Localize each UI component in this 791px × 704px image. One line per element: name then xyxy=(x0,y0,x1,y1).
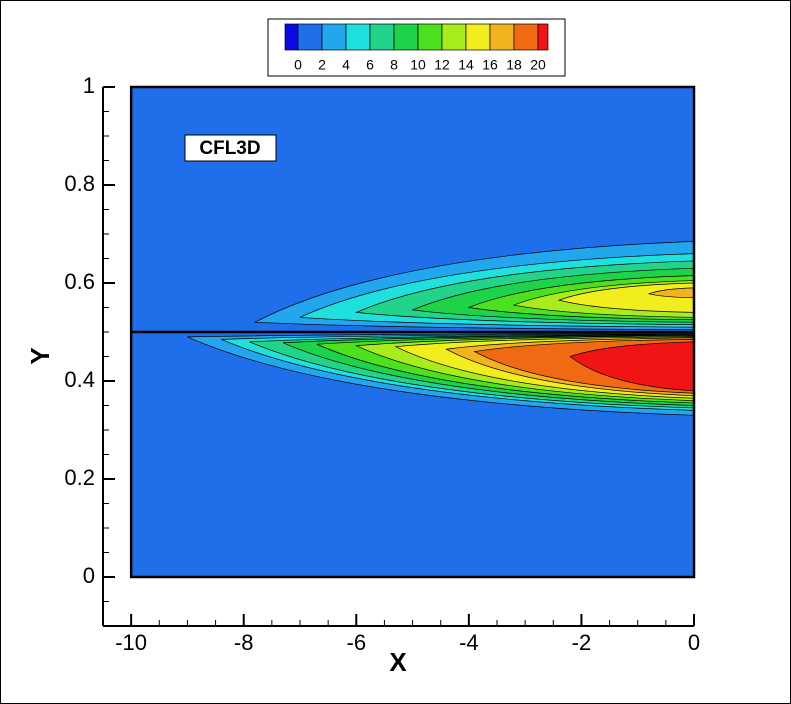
colorbar-label: 0 xyxy=(294,57,302,73)
colorbar-label: 20 xyxy=(530,57,546,73)
x-tick-label: -4 xyxy=(459,630,479,655)
colorbar-swatch xyxy=(489,23,515,51)
colorbar-swatch xyxy=(417,23,443,51)
colorbar-label: 18 xyxy=(506,57,522,73)
annotation-box xyxy=(184,134,277,162)
colorbar-label: 8 xyxy=(390,57,398,73)
colorbar-label: 14 xyxy=(458,57,474,73)
domain-frame xyxy=(129,85,696,579)
colorbar-swatch xyxy=(297,23,323,51)
colorbar-label: 12 xyxy=(434,57,450,73)
x-axis-label: X xyxy=(389,647,407,677)
colorbar-swatch xyxy=(345,23,371,51)
x-tick-label: -8 xyxy=(234,630,254,655)
x-tick-label: -2 xyxy=(572,630,592,655)
colorbar-label: 4 xyxy=(342,57,350,73)
x-tick-label: -6 xyxy=(347,630,367,655)
y-tick-label: 0.8 xyxy=(64,171,95,196)
plot-area xyxy=(129,85,696,579)
y-tick-label: 1 xyxy=(83,73,95,98)
colorbar-swatch xyxy=(513,23,539,51)
colorbar-label: 16 xyxy=(482,57,498,73)
colorbar-swatch xyxy=(284,23,299,51)
colorbar-swatch xyxy=(441,23,467,51)
y-tick-label: 0.4 xyxy=(64,367,95,392)
colorbar-swatch xyxy=(465,23,491,51)
x-tick-label: 0 xyxy=(688,630,700,655)
y-tick-label: 0 xyxy=(83,563,95,588)
x-tick-label: -10 xyxy=(115,630,147,655)
y-tick-label: 0.2 xyxy=(64,465,95,490)
colorbar-label: 10 xyxy=(410,57,426,73)
colorbar-label: 6 xyxy=(366,57,374,73)
y-axis-label: Y xyxy=(25,347,55,364)
annotation: CFL3D xyxy=(199,138,260,159)
colorbar-swatch xyxy=(393,23,419,51)
colorbar-swatch xyxy=(537,23,549,51)
colorbar-label: 2 xyxy=(318,57,326,73)
colorbar-swatch xyxy=(369,23,395,51)
colorbar-swatch xyxy=(321,23,347,51)
y-tick-label: 0.6 xyxy=(64,269,95,294)
